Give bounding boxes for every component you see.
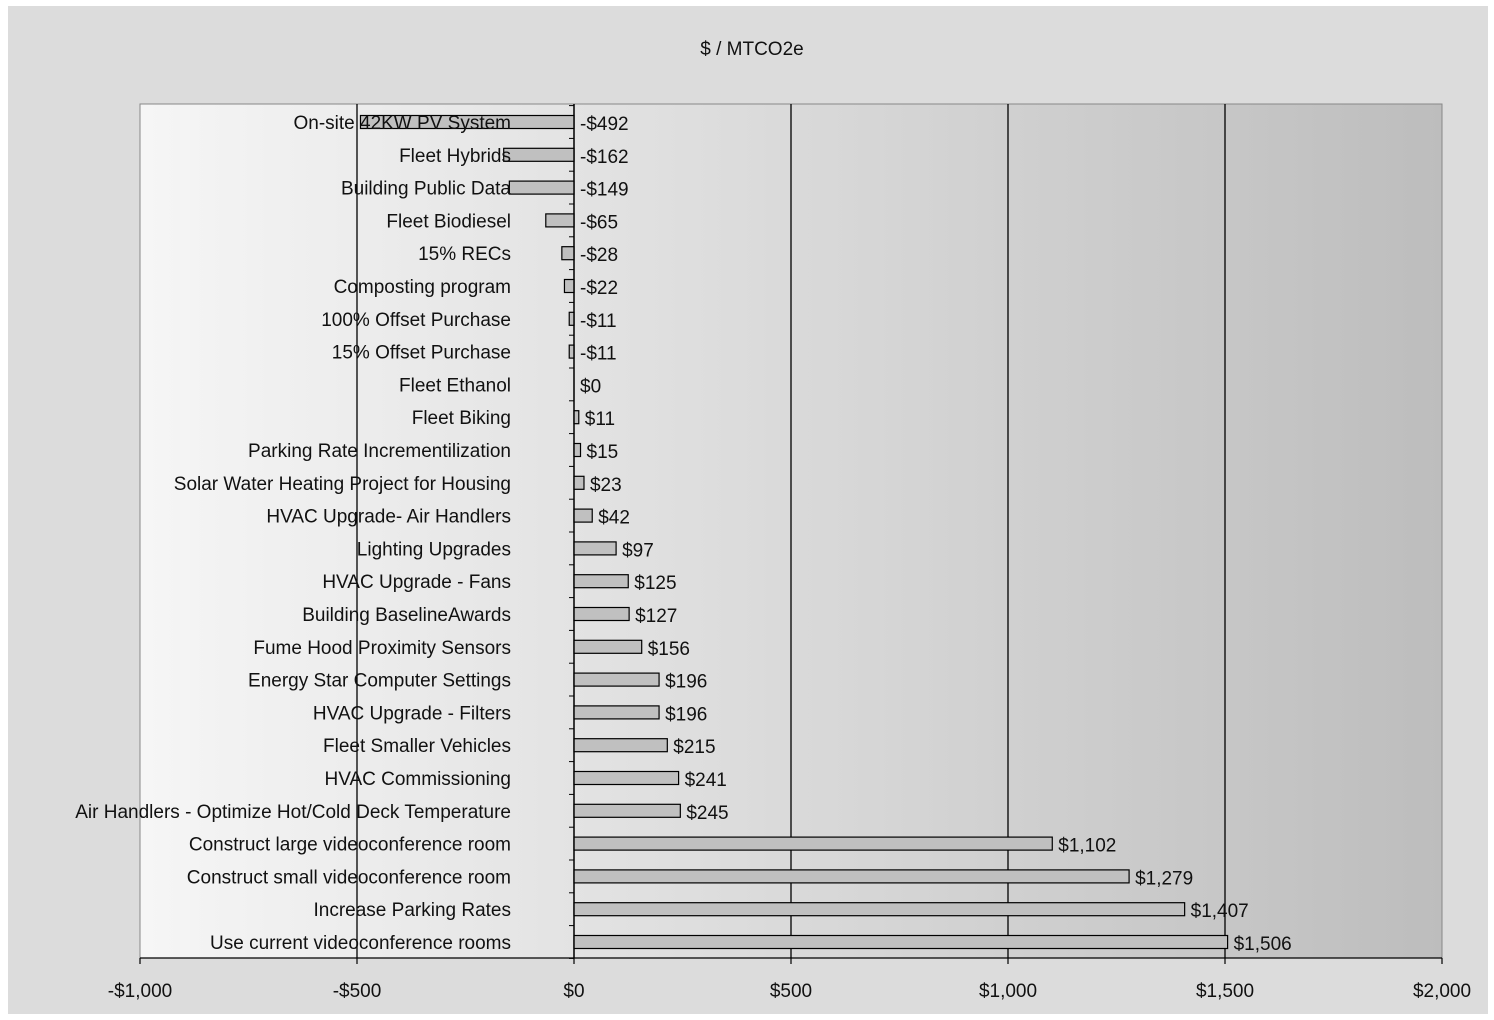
value-label-4: -$28 [580,245,618,266]
value-label-22: $1,102 [1058,836,1116,857]
bar-9 [573,410,580,425]
value-label-1: -$162 [580,147,629,168]
x-tick-label-6: $2,000 [1413,981,1471,1002]
value-label-20: $241 [685,770,727,791]
bar-5 [563,278,575,294]
bar-10 [573,442,582,458]
category-label-1: Fleet Hybrids [399,146,511,167]
x-tick-label-0: -$1,000 [108,981,172,1002]
category-label-17: Energy Star Computer Settings [248,671,511,692]
bar-22 [573,836,1053,851]
category-label-15: Building BaselineAwards [302,605,511,626]
value-label-16: $156 [648,639,690,660]
bar-7 [568,344,575,359]
category-label-8: Fleet Ethanol [399,375,511,396]
category-label-11: Solar Water Heating Project for Housing [174,474,511,495]
bar-18 [573,705,660,720]
bar-16 [573,639,643,654]
category-label-0: On-site 42KW PV System [293,113,511,134]
category-label-19: Fleet Smaller Vehicles [323,736,511,757]
category-label-5: Composting program [334,277,511,298]
bar-1 [503,147,575,162]
bar-12 [573,508,593,523]
bar-13 [573,541,617,556]
bar-24 [573,902,1186,917]
value-label-19: $215 [673,737,715,758]
category-label-16: Fume Hood Proximity Sensors [253,638,511,659]
category-label-10: Parking Rate Incrementilization [248,441,511,462]
category-label-24: Increase Parking Rates [314,900,512,921]
value-label-2: -$149 [580,180,629,201]
value-label-15: $127 [635,606,677,627]
value-label-9: $11 [585,409,615,430]
value-label-18: $196 [665,704,707,725]
value-label-0: -$492 [580,114,629,135]
value-label-23: $1,279 [1135,868,1193,889]
category-label-12: HVAC Upgrade- Air Handlers [266,507,511,528]
value-label-10: $15 [587,442,619,463]
category-label-6: 100% Offset Purchase [321,310,511,331]
bar-25 [573,934,1229,950]
value-label-17: $196 [665,672,707,693]
value-label-7: -$11 [580,344,617,365]
category-label-20: HVAC Commissioning [324,769,511,790]
bar-21 [573,803,681,818]
value-label-24: $1,407 [1191,901,1249,922]
bar-4 [561,246,575,261]
value-label-6: -$11 [580,311,617,332]
category-label-9: Fleet Biking [412,408,511,429]
category-label-21: Air Handlers - Optimize Hot/Cold Deck Te… [75,802,511,823]
value-label-12: $42 [598,508,630,529]
value-label-13: $97 [622,540,654,561]
category-label-22: Construct large videoconference room [189,835,511,856]
x-tick-label-1: -$500 [333,981,382,1002]
value-label-3: -$65 [580,212,618,233]
x-tick-label-5: $1,500 [1196,981,1254,1002]
bar-3 [545,213,575,228]
value-label-11: $23 [590,475,622,496]
bar-19 [573,738,668,753]
category-label-18: HVAC Upgrade - Filters [313,703,511,724]
category-label-4: 15% RECs [418,244,511,265]
category-label-14: HVAC Upgrade - Fans [322,572,511,593]
value-label-21: $245 [686,803,728,824]
category-label-25: Use current videoconference rooms [210,933,511,954]
category-label-23: Construct small videoconference room [187,867,511,888]
bar-14 [573,574,629,589]
x-tick-label-2: $0 [563,981,584,1002]
bar-11 [573,475,585,490]
category-label-7: 15% Offset Purchase [332,343,511,364]
bar-15 [573,606,630,622]
category-label-3: Fleet Biodiesel [386,211,511,232]
bar-23 [573,869,1130,884]
category-label-13: Lighting Upgrades [357,539,511,560]
x-tick-label-4: $1,000 [979,981,1037,1002]
value-label-25: $1,506 [1234,934,1292,955]
value-label-14: $125 [634,573,676,594]
value-label-5: -$22 [580,278,618,299]
bar-17 [573,672,660,687]
category-label-2: Building Public Data [341,179,511,200]
bar-6 [568,311,575,326]
x-tick-label-3: $500 [770,981,812,1002]
bar-2 [508,180,575,195]
value-label-8: $0 [580,376,601,397]
chart-title: $ / MTCO2e [700,39,803,60]
bar-20 [573,770,680,786]
